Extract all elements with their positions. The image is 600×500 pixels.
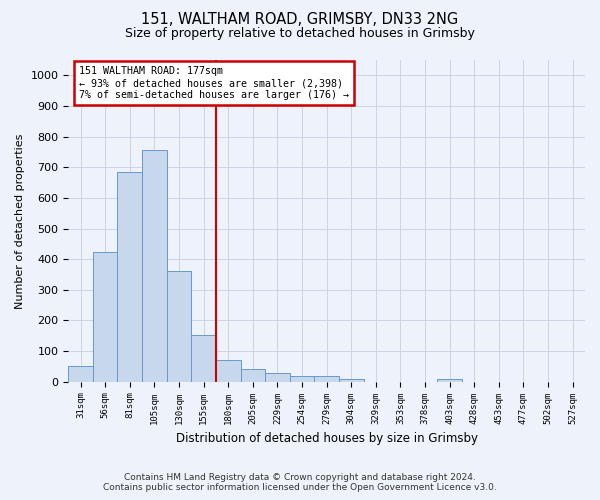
Y-axis label: Number of detached properties: Number of detached properties xyxy=(15,133,25,308)
Text: Contains HM Land Registry data © Crown copyright and database right 2024.
Contai: Contains HM Land Registry data © Crown c… xyxy=(103,473,497,492)
Bar xyxy=(265,374,290,382)
Bar xyxy=(167,272,191,382)
Text: 151, WALTHAM ROAD, GRIMSBY, DN33 2NG: 151, WALTHAM ROAD, GRIMSBY, DN33 2NG xyxy=(142,12,458,28)
Text: 151 WALTHAM ROAD: 177sqm
← 93% of detached houses are smaller (2,398)
7% of semi: 151 WALTHAM ROAD: 177sqm ← 93% of detach… xyxy=(79,66,349,100)
X-axis label: Distribution of detached houses by size in Grimsby: Distribution of detached houses by size … xyxy=(176,432,478,445)
Bar xyxy=(314,376,339,382)
Text: Size of property relative to detached houses in Grimsby: Size of property relative to detached ho… xyxy=(125,28,475,40)
Bar xyxy=(216,360,241,382)
Bar xyxy=(437,378,462,382)
Bar xyxy=(93,252,118,382)
Bar xyxy=(68,366,93,382)
Bar xyxy=(118,172,142,382)
Bar xyxy=(191,335,216,382)
Bar xyxy=(241,370,265,382)
Bar xyxy=(339,378,364,382)
Bar xyxy=(142,150,167,382)
Bar xyxy=(290,376,314,382)
